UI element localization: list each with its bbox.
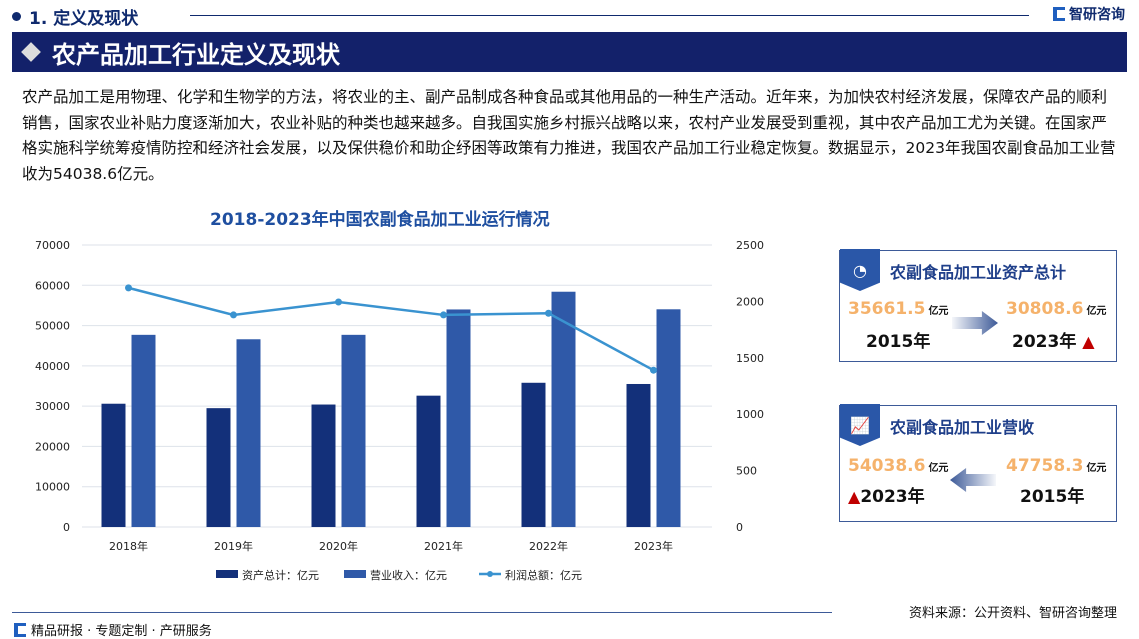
up-arrow-icon: ▲ xyxy=(1082,332,1095,351)
bar-revenue xyxy=(236,339,261,527)
profit-point xyxy=(650,366,657,374)
y-right-tick-label: 1500 xyxy=(736,352,764,365)
revenue-card: 📈 农副食品加工业营收 54038.6 亿元 ▲2023年 47758.3 亿元 2… xyxy=(839,404,1117,522)
bar-assets xyxy=(101,403,126,527)
y-left-tick-label: 20000 xyxy=(35,440,70,453)
bar-assets xyxy=(416,395,441,527)
pie-chart-icon: ◔ xyxy=(840,249,880,291)
brand-name: 智研咨询 xyxy=(1069,7,1125,23)
bar-assets xyxy=(311,404,336,527)
bar-growth-icon: 📈 xyxy=(840,404,880,446)
legend-swatch xyxy=(487,571,493,577)
left-arrow-icon xyxy=(950,468,996,492)
x-tick-label: 2019年 xyxy=(214,539,253,553)
logo-icon xyxy=(1053,7,1065,21)
new-value: 54038.6 亿元 xyxy=(848,456,949,476)
banner-title: 农产品加工行业定义及现状 xyxy=(52,40,340,69)
bar-assets xyxy=(521,382,546,527)
footer-slogan: 精品研报 · 专题定制 · 产研服务 xyxy=(14,620,212,639)
legend-label: 利润总额：亿元 xyxy=(505,568,582,582)
logo-icon xyxy=(14,622,26,637)
y-right-tick-label: 1000 xyxy=(736,408,764,421)
section-heading: 1. 定义及现状 xyxy=(12,4,138,29)
banner: 农产品加工行业定义及现状 xyxy=(12,32,1127,72)
y-right-tick-label: 2000 xyxy=(736,295,764,308)
y-left-tick-label: 0 xyxy=(63,521,70,534)
to-value: 30808.6 亿元 xyxy=(1006,299,1107,319)
x-tick-label: 2020年 xyxy=(319,539,358,553)
up-arrow-icon: ▲ xyxy=(848,487,861,506)
old-year: 2015年 xyxy=(1020,487,1085,507)
from-year: 2015年 xyxy=(866,332,931,352)
card-title: 农副食品加工业资产总计 xyxy=(890,263,1067,282)
brand-logo: 智研咨询 xyxy=(1053,4,1125,24)
source-note: 资料来源：公开资料、智研咨询整理 xyxy=(908,606,1117,621)
bar-revenue xyxy=(551,291,576,527)
profit-line xyxy=(128,286,655,372)
bar-assets xyxy=(206,408,231,527)
profit-point xyxy=(545,309,552,317)
bar-revenue xyxy=(656,309,681,527)
legend-swatch xyxy=(344,570,366,578)
y-left-tick-label: 70000 xyxy=(35,239,70,252)
profit-point xyxy=(440,311,447,319)
y-left-tick-label: 10000 xyxy=(35,481,70,494)
y-right-tick-label: 0 xyxy=(736,521,743,534)
y-left-tick-label: 40000 xyxy=(35,360,70,373)
bar-revenue xyxy=(131,334,156,527)
x-tick-label: 2022年 xyxy=(529,539,568,553)
assets-card: ◔ 农副食品加工业资产总计 35661.5 亿元 2015年 30808.6 亿元 … xyxy=(839,249,1117,362)
legend-label: 营业收入：亿元 xyxy=(370,568,447,582)
x-tick-label: 2021年 xyxy=(424,539,463,553)
bar-revenue xyxy=(341,334,366,527)
profit-point xyxy=(230,311,237,319)
y-left-tick-label: 50000 xyxy=(35,320,70,333)
combo-chart: 0 10000 20000 30000 40000 50000 60000 70000 0 500… xyxy=(35,239,764,582)
x-tick-label: 2018年 xyxy=(109,539,148,553)
section-title: 1. 定义及现状 xyxy=(29,9,139,29)
y-right-tick-label: 2500 xyxy=(736,239,764,252)
card-title: 农副食品加工业营收 xyxy=(890,418,1035,437)
legend-swatch xyxy=(216,570,238,578)
y-right-tick-label: 500 xyxy=(736,465,757,478)
intro-paragraph: 农产品加工是用物理、化学和生物学的方法，将农业的主、副产品制成各种食品或其他用品… xyxy=(22,88,1116,183)
legend-label: 资产总计：亿元 xyxy=(242,568,319,582)
x-tick-label: 2023年 xyxy=(634,539,673,553)
from-value: 35661.5 亿元 xyxy=(848,299,949,319)
new-year: ▲2023年 xyxy=(848,487,925,507)
bullet-icon xyxy=(12,12,21,21)
old-value: 47758.3 亿元 xyxy=(1006,456,1107,476)
profit-point xyxy=(335,298,342,306)
divider xyxy=(190,15,1029,16)
y-left-tick-label: 30000 xyxy=(35,400,70,413)
chart-title: 2018-2023年中国农副食品加工业运行情况 xyxy=(210,210,550,230)
to-year: 2023年 ▲ xyxy=(1012,332,1095,352)
right-arrow-icon xyxy=(952,311,998,335)
bar-assets xyxy=(626,383,651,527)
footer-divider xyxy=(12,612,832,613)
profit-point xyxy=(125,284,132,292)
bar-revenue xyxy=(446,309,471,527)
y-left-tick-label: 60000 xyxy=(35,279,70,292)
